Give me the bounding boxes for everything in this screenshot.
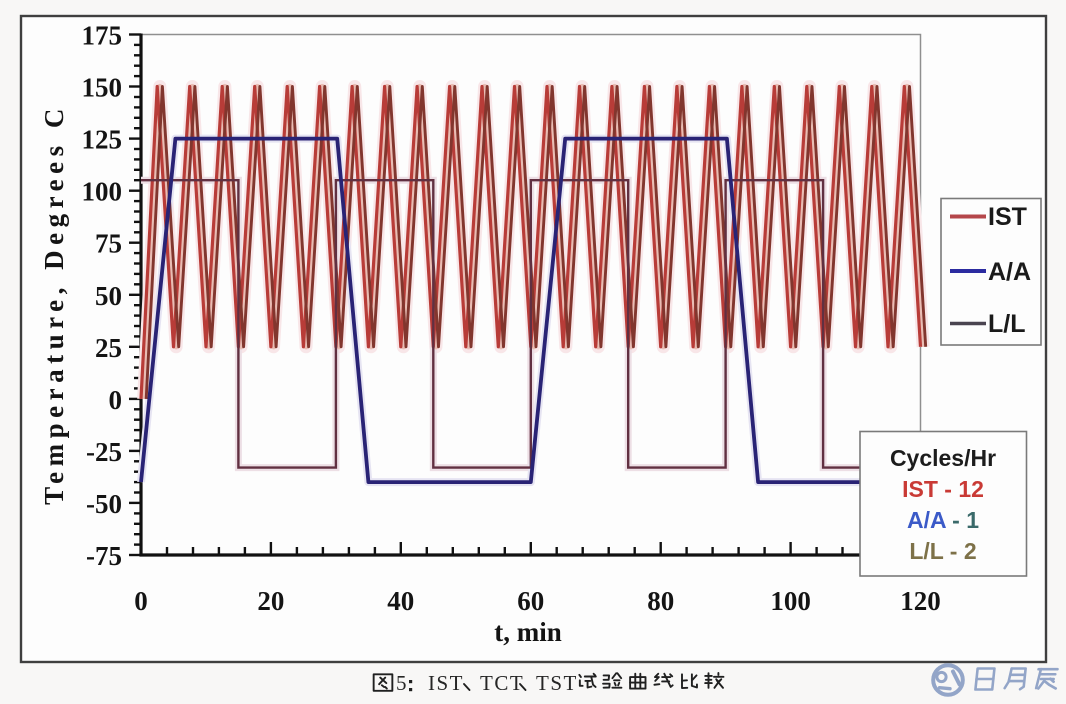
- svg-text:-25: -25: [86, 437, 122, 467]
- svg-text:IST: IST: [988, 203, 1027, 231]
- svg-text:100: 100: [82, 177, 123, 207]
- svg-text:Temperature, Degrees C: Temperature, Degrees C: [39, 103, 69, 505]
- svg-text:80: 80: [647, 586, 674, 616]
- svg-text:125: 125: [82, 125, 123, 155]
- svg-text:L/L: L/L: [988, 310, 1026, 338]
- svg-text:0: 0: [109, 385, 123, 415]
- svg-text:40: 40: [387, 586, 414, 616]
- svg-text:-75: -75: [86, 541, 122, 571]
- svg-text:A/A: A/A: [988, 258, 1031, 286]
- svg-text:TST: TST: [536, 671, 578, 695]
- svg-text:TCT: TCT: [480, 671, 524, 695]
- svg-text:175: 175: [82, 21, 123, 51]
- svg-text:50: 50: [95, 281, 122, 311]
- svg-text:75: 75: [95, 229, 122, 259]
- svg-text:120: 120: [900, 586, 941, 616]
- svg-text:5: 5: [396, 671, 408, 695]
- svg-text:-50: -50: [86, 489, 122, 519]
- svg-text:25: 25: [95, 333, 122, 363]
- svg-text:20: 20: [257, 586, 284, 616]
- svg-text:100: 100: [770, 586, 811, 616]
- svg-text:150: 150: [82, 73, 123, 103]
- svg-text:IST: IST: [428, 671, 464, 695]
- svg-text:IST - 12: IST - 12: [902, 476, 984, 502]
- svg-text:L/L - 2: L/L - 2: [909, 538, 976, 564]
- svg-text:t, min: t, min: [494, 617, 562, 647]
- svg-text:Cycles/Hr: Cycles/Hr: [890, 445, 996, 471]
- svg-text:0: 0: [134, 586, 148, 616]
- svg-text:A/A - 1: A/A - 1: [907, 507, 979, 533]
- svg-text:60: 60: [517, 586, 544, 616]
